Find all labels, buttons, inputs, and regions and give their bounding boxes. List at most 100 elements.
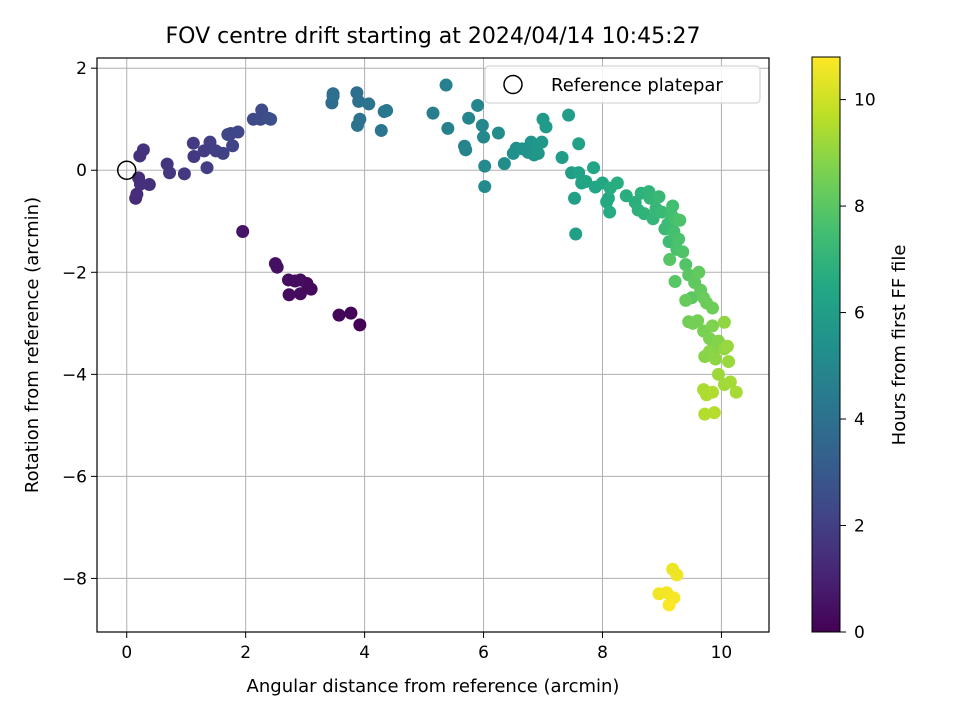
colorbar-tick-label: 2	[854, 517, 865, 537]
data-point	[668, 274, 682, 288]
data-point	[539, 120, 553, 134]
x-tick-label: 2	[240, 643, 251, 663]
colorbar-tick-label: 10	[854, 91, 876, 111]
data-point	[717, 315, 731, 329]
data-point	[231, 125, 245, 139]
data-point	[293, 287, 307, 301]
data-point	[439, 78, 453, 92]
data-point	[587, 161, 601, 175]
data-point	[293, 273, 307, 287]
y-tick-label: −2	[62, 263, 87, 283]
data-point	[344, 306, 358, 320]
data-point	[729, 385, 743, 399]
y-tick-label: 0	[76, 161, 87, 181]
data-points	[129, 78, 743, 612]
data-point	[663, 253, 677, 267]
legend: Reference platepar	[484, 65, 761, 104]
data-point	[226, 139, 240, 153]
data-point	[177, 167, 191, 181]
data-point	[722, 355, 736, 369]
data-point	[282, 288, 296, 302]
data-point	[662, 598, 676, 612]
data-point	[711, 367, 725, 381]
data-point	[477, 130, 491, 144]
plot-frame	[96, 57, 770, 633]
y-axis-ticks: 2 0 −2 −4 −6 −8	[62, 59, 97, 589]
x-tick-label: 8	[597, 643, 608, 663]
data-point	[572, 166, 586, 180]
data-point	[136, 143, 150, 157]
data-point	[441, 121, 455, 135]
data-point	[264, 112, 278, 126]
colorbar-label: Hours from first FF file	[889, 245, 910, 446]
data-point	[679, 293, 693, 307]
data-point	[462, 111, 476, 125]
data-point	[352, 94, 366, 108]
y-tick-label: 2	[76, 59, 87, 79]
colorbar-tick-label: 6	[854, 304, 865, 324]
data-point	[130, 187, 144, 201]
data-point	[350, 118, 364, 132]
data-point	[374, 123, 388, 137]
reference-platepar-marker	[116, 160, 137, 180]
data-point	[720, 339, 734, 353]
data-point	[268, 257, 282, 271]
data-point	[603, 205, 617, 219]
data-point	[706, 301, 720, 315]
x-tick-label: 0	[121, 643, 132, 663]
data-point	[679, 258, 693, 272]
data-point	[471, 98, 485, 112]
data-point	[568, 191, 582, 205]
legend-entry-reference-platepar: Reference platepar	[551, 75, 723, 96]
data-point	[163, 166, 177, 180]
data-point	[380, 104, 394, 118]
data-point	[652, 190, 666, 204]
data-point	[186, 136, 200, 150]
data-point	[362, 97, 376, 111]
data-point	[672, 232, 686, 246]
data-point	[491, 126, 505, 140]
data-point	[708, 352, 722, 366]
data-point	[562, 108, 576, 122]
data-point	[676, 245, 690, 259]
x-axis-label: Angular distance from reference (arcmin)	[247, 676, 620, 697]
data-point	[706, 385, 720, 399]
y-tick-label: −6	[62, 467, 87, 487]
colorbar-tick-label: 8	[854, 197, 865, 217]
legend-box	[484, 65, 761, 104]
data-point	[426, 106, 440, 120]
data-point	[673, 213, 687, 227]
data-point	[666, 199, 680, 213]
colorbar-tick-label: 4	[854, 410, 865, 430]
x-axis-ticks: 0 2 4 6 8 10	[121, 632, 732, 663]
data-point	[601, 191, 615, 205]
data-point	[142, 178, 156, 192]
data-point	[535, 135, 549, 149]
data-point	[569, 227, 583, 241]
data-point	[555, 150, 569, 164]
legend-marker-icon	[503, 74, 523, 95]
data-point	[691, 314, 705, 328]
data-point	[326, 89, 340, 103]
data-point	[579, 174, 593, 188]
data-point	[221, 128, 235, 142]
data-point	[478, 159, 492, 173]
data-point	[478, 180, 492, 194]
data-point	[670, 568, 684, 582]
data-point	[531, 146, 545, 160]
y-tick-label: −8	[62, 569, 87, 589]
data-point	[610, 176, 624, 190]
colorbar	[811, 56, 841, 633]
data-point	[281, 273, 295, 287]
y-tick-label: −4	[62, 365, 87, 385]
data-point	[459, 143, 473, 157]
data-point	[572, 137, 586, 151]
data-point	[619, 189, 633, 203]
colorbar-tick-label: 0	[854, 623, 865, 643]
data-point	[707, 406, 721, 420]
data-point	[187, 149, 201, 163]
data-point	[216, 146, 230, 160]
data-point	[692, 265, 706, 279]
data-point	[236, 224, 250, 238]
